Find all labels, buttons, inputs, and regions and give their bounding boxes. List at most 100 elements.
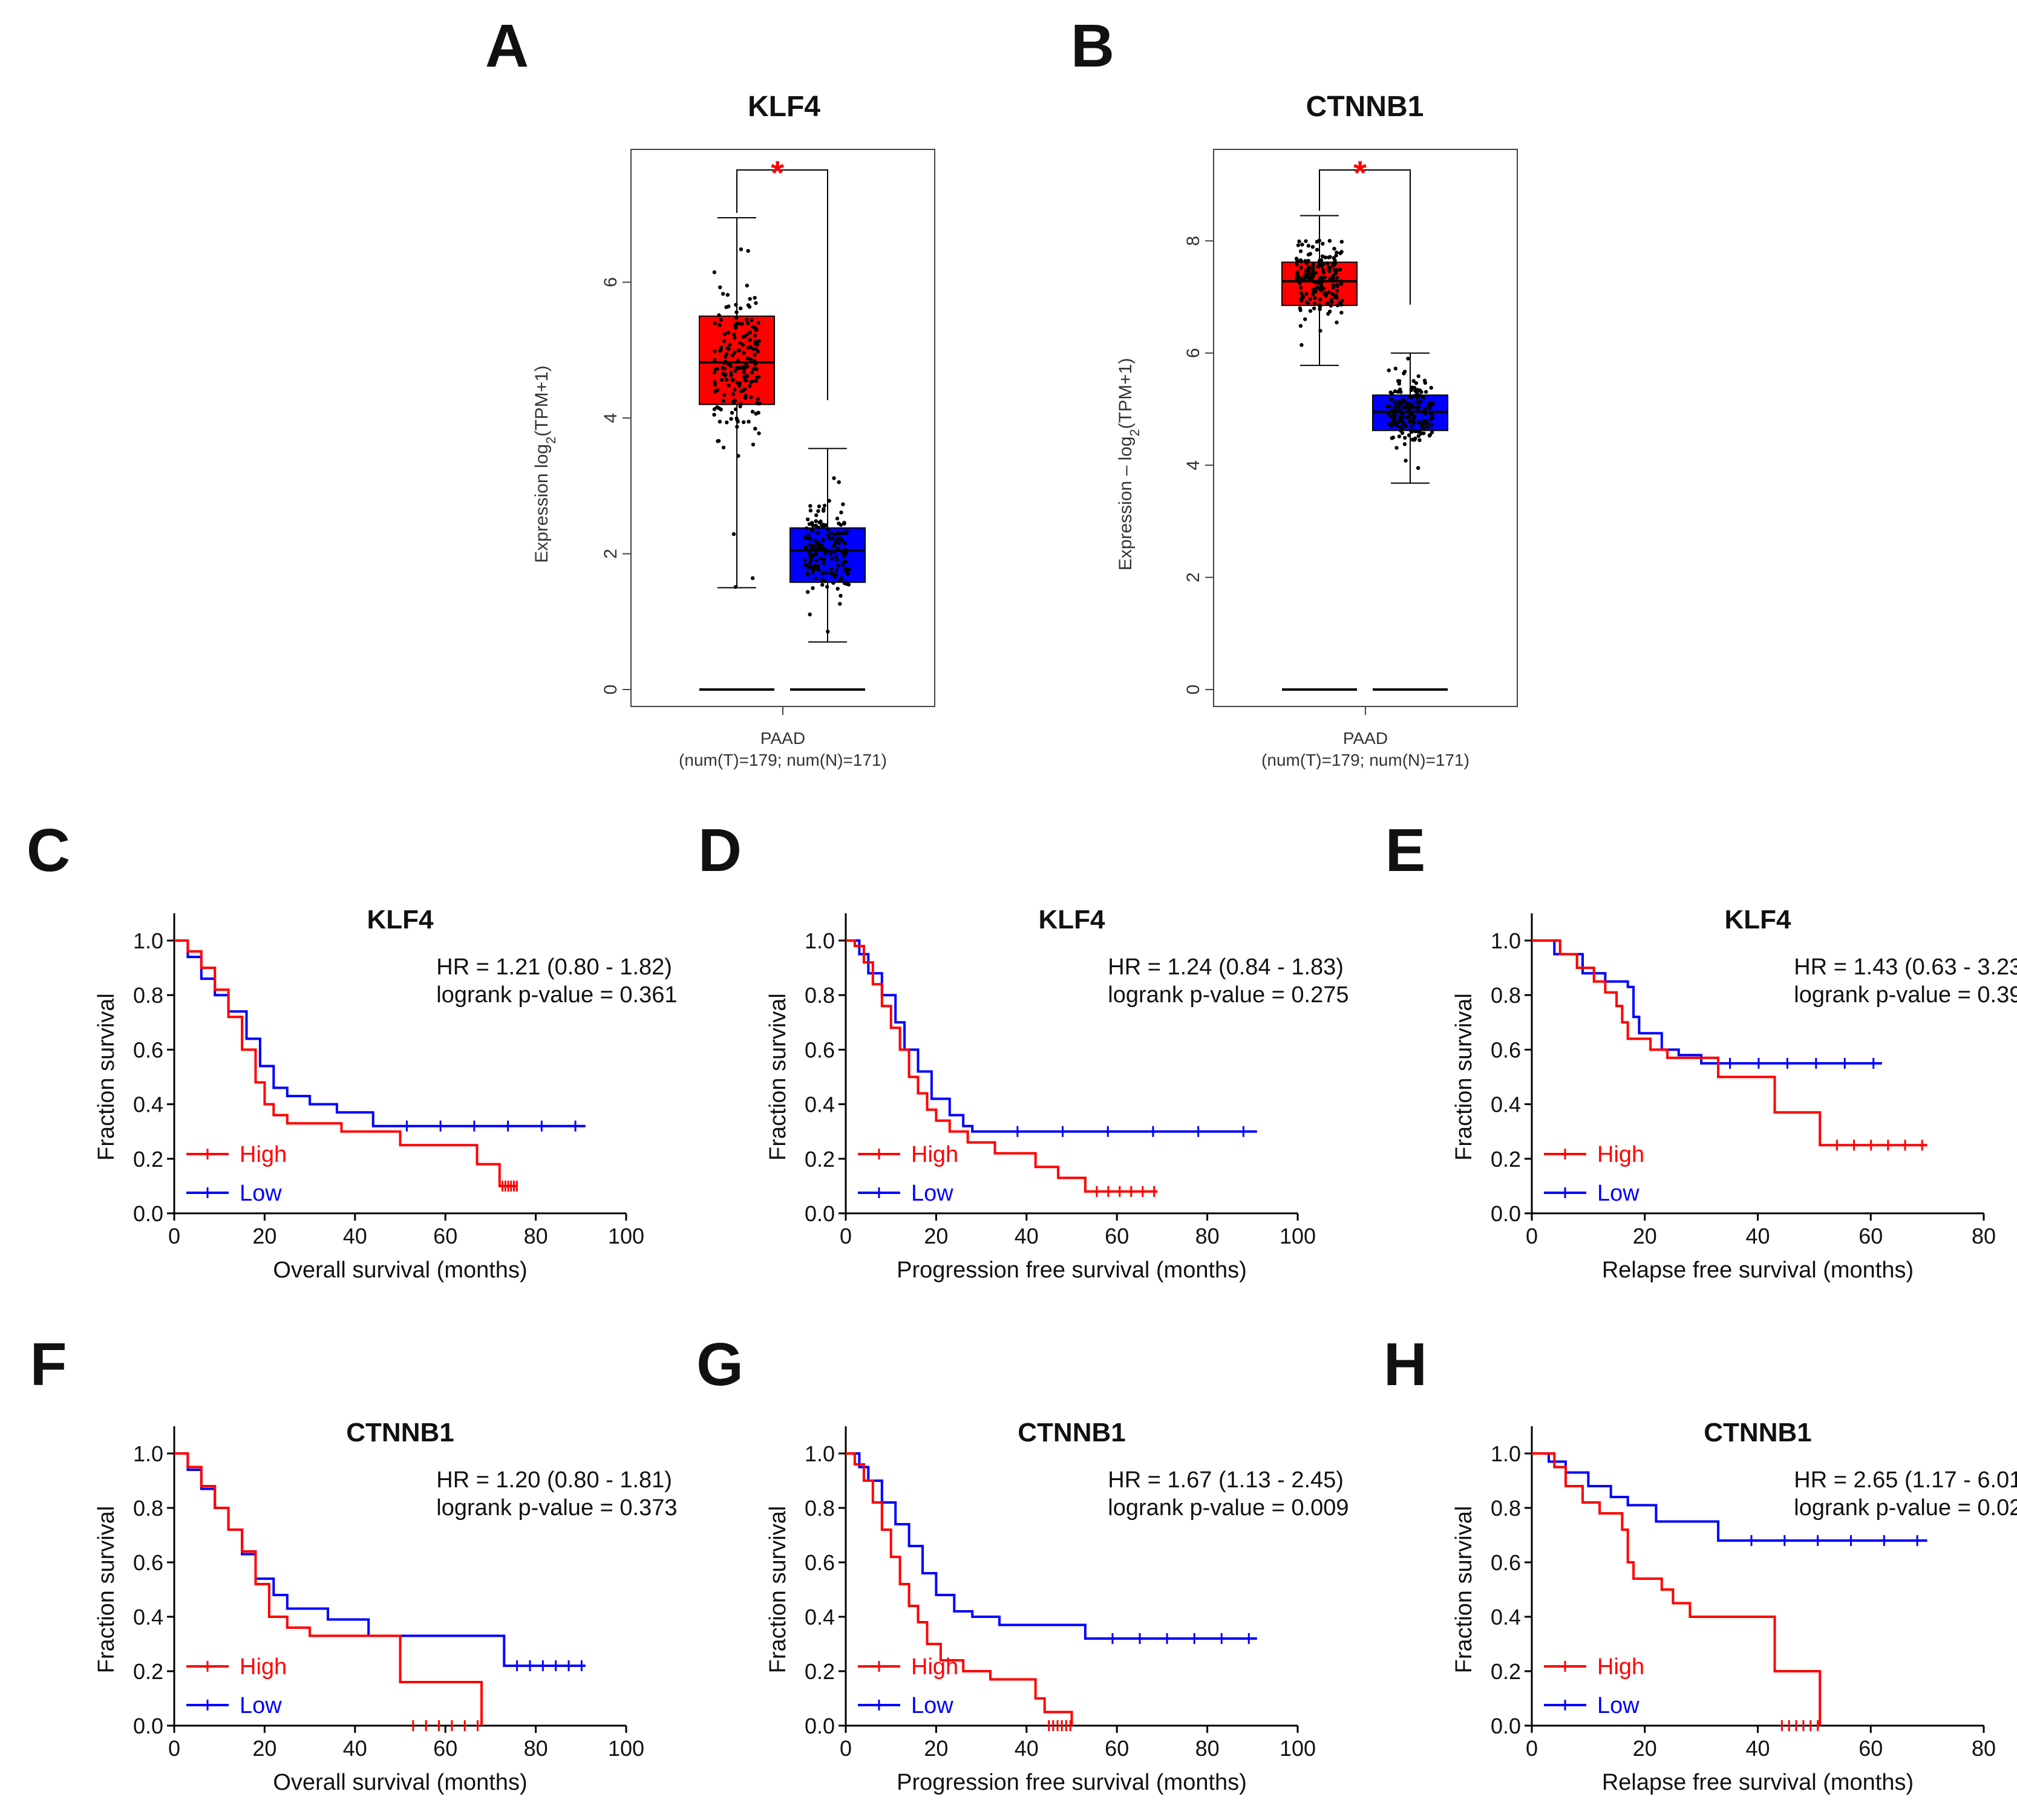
data-point [746, 345, 751, 350]
logrank-p-value: logrank p-value = 0.009 [1108, 1495, 1348, 1521]
x-tick-label: 100 [1280, 1224, 1316, 1248]
panel-letter: H [1384, 1331, 1427, 1398]
data-point [1408, 394, 1412, 399]
data-point [750, 379, 755, 383]
data-point [817, 567, 822, 572]
data-point [810, 554, 814, 558]
data-point [816, 530, 820, 535]
data-point [1307, 265, 1311, 269]
data-point [1312, 289, 1316, 293]
low-survival-curve [174, 939, 586, 1127]
panel-letter: C [27, 817, 70, 884]
y-tick-label: 0.6 [133, 1550, 163, 1575]
data-point [756, 397, 760, 402]
y-tick-label: 0.4 [1491, 1092, 1521, 1117]
data-point [1330, 292, 1335, 296]
data-point [832, 550, 837, 554]
plot-frame [1213, 149, 1518, 707]
data-point [724, 377, 729, 382]
chart-title: KLF4 [367, 905, 434, 934]
data-point [831, 581, 835, 585]
data-point [837, 521, 841, 526]
x-axis-title: Relapse free survival (months) [1602, 1257, 1914, 1283]
data-point [728, 370, 733, 374]
data-point [740, 334, 745, 339]
data-point [731, 378, 735, 382]
data-point [753, 362, 757, 366]
data-point [739, 247, 744, 252]
data-point [843, 568, 848, 572]
data-point [1399, 419, 1404, 423]
data-point [712, 407, 717, 411]
data-point [1422, 426, 1426, 430]
data-point [1398, 409, 1402, 414]
data-point [737, 366, 742, 370]
y-tick-label: 8 [1183, 236, 1203, 246]
data-point [1318, 287, 1322, 292]
data-point [1303, 317, 1307, 321]
data-point [721, 365, 725, 370]
data-point [816, 540, 820, 545]
data-point [757, 374, 761, 379]
y-tick-label: 1.0 [133, 928, 163, 953]
data-point [1407, 408, 1411, 413]
y-tick-label: 0.0 [133, 1714, 163, 1738]
data-point [1422, 431, 1426, 435]
data-point [1390, 409, 1394, 413]
data-point [740, 322, 744, 326]
data-point [1430, 423, 1434, 427]
data-point [1409, 412, 1413, 416]
y-axis-title: Expression – log2(TPM+1) [1116, 358, 1142, 571]
data-point [1306, 269, 1311, 274]
data-point [743, 378, 747, 382]
data-point [736, 348, 740, 353]
data-point [838, 602, 842, 606]
data-point [724, 305, 728, 309]
data-point [827, 498, 831, 503]
legend-low-label: Low [240, 1693, 282, 1718]
data-point [1415, 391, 1419, 396]
data-point [1415, 396, 1420, 400]
data-point [803, 545, 808, 550]
data-point [1331, 283, 1336, 287]
data-point [1335, 320, 1339, 325]
data-point [730, 411, 734, 415]
data-point [1306, 272, 1310, 276]
data-point [1393, 404, 1398, 408]
x-tick-label: 80 [1195, 1736, 1220, 1761]
y-tick-label: 0.8 [133, 1496, 163, 1521]
data-point [822, 503, 827, 508]
data-point [1396, 403, 1401, 408]
y-tick-label: 4 [1183, 460, 1203, 471]
panel-letter: E [1385, 817, 1426, 884]
x-tick-label: 0 [1526, 1224, 1538, 1248]
data-point [1311, 292, 1315, 297]
data-point [752, 325, 757, 330]
data-point [808, 508, 813, 513]
x-tick-label: 40 [343, 1736, 367, 1761]
panel-letter: D [698, 817, 742, 884]
data-point [1299, 343, 1304, 347]
x-tick-label: 20 [252, 1736, 276, 1761]
data-point [1410, 429, 1414, 434]
data-point [836, 563, 840, 568]
x-tick-label: 100 [608, 1224, 644, 1248]
data-point [1425, 425, 1430, 429]
data-point [1390, 391, 1394, 396]
data-point [824, 570, 828, 575]
data-point [717, 406, 721, 410]
data-point [1339, 310, 1344, 315]
data-point [734, 302, 738, 307]
data-point [808, 548, 812, 553]
data-point [1308, 308, 1313, 313]
data-point [1387, 413, 1391, 417]
data-point [732, 350, 737, 354]
data-point [835, 546, 840, 550]
data-point [811, 570, 815, 575]
data-point [1299, 291, 1304, 296]
data-point [723, 359, 728, 364]
data-point [834, 555, 839, 559]
x-tick-label: 60 [1105, 1736, 1129, 1761]
data-point [753, 296, 757, 300]
data-point [1326, 255, 1331, 259]
